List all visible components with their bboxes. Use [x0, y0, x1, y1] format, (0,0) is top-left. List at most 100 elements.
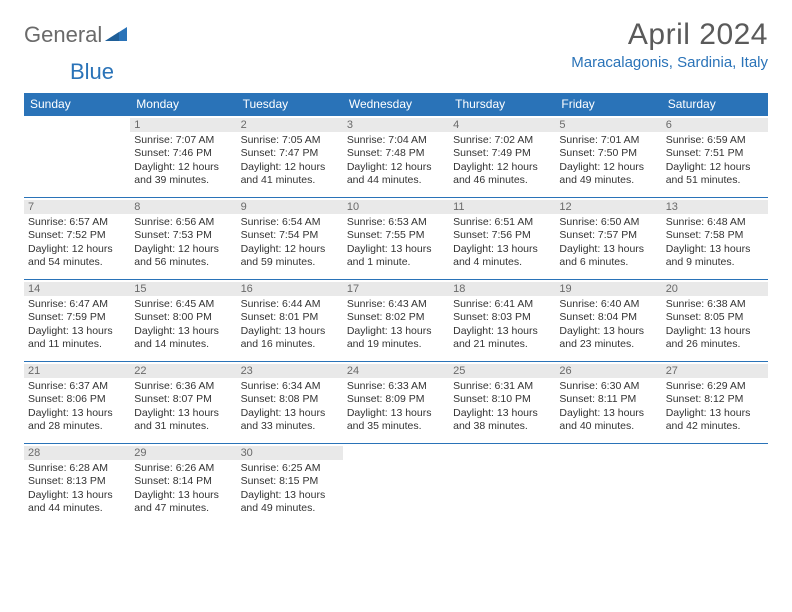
calendar-cell: 14 Sunrise: 6:47 AMSunset: 7:59 PMDayligh…	[24, 280, 130, 362]
day-details: Sunrise: 6:45 AMSunset: 8:00 PMDaylight:…	[134, 298, 232, 352]
calendar-cell: 19Sunrise: 6:40 AMSunset: 8:04 PMDayligh…	[555, 280, 661, 362]
calendar-cell: 20 Sunrise: 6:38 AMSunset: 8:05 PMDayligh…	[662, 280, 768, 362]
calendar-cell: 26Sunrise: 6:30 AMSunset: 8:11 PMDayligh…	[555, 362, 661, 444]
day-number: 2	[237, 118, 343, 132]
brand-logo: General	[24, 18, 129, 48]
day-details: Sunrise: 6:29 AMSunset: 8:12 PMDaylight:…	[666, 380, 764, 434]
day-number: 20	[662, 282, 768, 296]
calendar-cell: 6 Sunrise: 6:59 AMSunset: 7:51 PMDaylight…	[662, 116, 768, 198]
calendar-cell	[343, 444, 449, 526]
day-details: Sunrise: 6:38 AMSunset: 8:05 PMDaylight:…	[666, 298, 764, 352]
calendar-cell: 25Sunrise: 6:31 AMSunset: 8:10 PMDayligh…	[449, 362, 555, 444]
calendar-cell: 7Sunrise: 6:57 AMSunset: 7:52 PMDaylight…	[24, 198, 130, 280]
day-details: Sunrise: 6:41 AMSunset: 8:03 PMDaylight:…	[453, 298, 551, 352]
day-details: Sunrise: 6:25 AMSunset: 8:15 PMDaylight:…	[241, 462, 339, 516]
calendar-table: Sunday Monday Tuesday Wednesday Thursday…	[24, 93, 768, 526]
day-details: Sunrise: 6:36 AMSunset: 8:07 PMDaylight:…	[134, 380, 232, 434]
calendar-row: 1 Sunrise: 7:07 AMSunset: 7:46 PMDaylight…	[24, 116, 768, 198]
day-number: 5	[555, 118, 661, 132]
title-block: April 2024 Maracalagonis, Sardinia, Ital…	[571, 18, 768, 71]
day-details: Sunrise: 6:53 AMSunset: 7:55 PMDaylight:…	[347, 216, 445, 270]
day-number: 22	[130, 364, 236, 378]
weekday-heading: Monday	[130, 93, 236, 116]
day-number: 24	[343, 364, 449, 378]
brand-name-1: General	[24, 22, 102, 48]
calendar-cell: 13Sunrise: 6:48 AMSunset: 7:58 PMDayligh…	[662, 198, 768, 280]
calendar-cell: 24Sunrise: 6:33 AMSunset: 8:09 PMDayligh…	[343, 362, 449, 444]
day-details: Sunrise: 6:28 AMSunset: 8:13 PMDaylight:…	[28, 462, 126, 516]
day-details: Sunrise: 6:31 AMSunset: 8:10 PMDaylight:…	[453, 380, 551, 434]
day-details: Sunrise: 7:02 AMSunset: 7:49 PMDaylight:…	[453, 134, 551, 188]
weekday-heading: Wednesday	[343, 93, 449, 116]
day-details: Sunrise: 7:01 AMSunset: 7:50 PMDaylight:…	[559, 134, 657, 188]
day-number: 17	[343, 282, 449, 296]
day-number: 18	[449, 282, 555, 296]
calendar-cell	[555, 444, 661, 526]
calendar-cell: 21 Sunrise: 6:37 AMSunset: 8:06 PMDayligh…	[24, 362, 130, 444]
day-number: 16	[237, 282, 343, 296]
calendar-body: 1 Sunrise: 7:07 AMSunset: 7:46 PMDaylight…	[24, 116, 768, 526]
calendar-cell: 9 Sunrise: 6:54 AMSunset: 7:54 PMDaylight…	[237, 198, 343, 280]
day-number: 12	[555, 200, 661, 214]
day-details: Sunrise: 6:50 AMSunset: 7:57 PMDaylight:…	[559, 216, 657, 270]
calendar-row: 21 Sunrise: 6:37 AMSunset: 8:06 PMDayligh…	[24, 362, 768, 444]
day-details: Sunrise: 6:56 AMSunset: 7:53 PMDaylight:…	[134, 216, 232, 270]
calendar-cell: 1 Sunrise: 7:07 AMSunset: 7:46 PMDaylight…	[130, 116, 236, 198]
calendar-cell: 22 Sunrise: 6:36 AMSunset: 8:07 PMDayligh…	[130, 362, 236, 444]
calendar-cell: 12 Sunrise: 6:50 AMSunset: 7:57 PMDayligh…	[555, 198, 661, 280]
calendar-cell: 2 Sunrise: 7:05 AMSunset: 7:47 PMDaylight…	[237, 116, 343, 198]
calendar-cell: 15 Sunrise: 6:45 AMSunset: 8:00 PMDayligh…	[130, 280, 236, 362]
calendar-cell: 17 Sunrise: 6:43 AMSunset: 8:02 PMDayligh…	[343, 280, 449, 362]
calendar-cell: 5 Sunrise: 7:01 AMSunset: 7:50 PMDaylight…	[555, 116, 661, 198]
day-number: 8	[130, 200, 236, 214]
day-number: 6	[662, 118, 768, 132]
calendar-cell: 29Sunrise: 6:26 AMSunset: 8:14 PMDayligh…	[130, 444, 236, 526]
calendar-row: 28Sunrise: 6:28 AMSunset: 8:13 PMDayligh…	[24, 444, 768, 526]
calendar-row: 7Sunrise: 6:57 AMSunset: 7:52 PMDaylight…	[24, 198, 768, 280]
weekday-header: Sunday Monday Tuesday Wednesday Thursday…	[24, 93, 768, 116]
calendar-cell: 3Sunrise: 7:04 AMSunset: 7:48 PMDaylight…	[343, 116, 449, 198]
day-number: 11	[449, 200, 555, 214]
day-details: Sunrise: 6:51 AMSunset: 7:56 PMDaylight:…	[453, 216, 551, 270]
weekday-heading: Friday	[555, 93, 661, 116]
day-number: 1	[130, 118, 236, 132]
calendar-cell: 8 Sunrise: 6:56 AMSunset: 7:53 PMDaylight…	[130, 198, 236, 280]
day-details: Sunrise: 7:05 AMSunset: 7:47 PMDaylight:…	[241, 134, 339, 188]
day-details: Sunrise: 6:44 AMSunset: 8:01 PMDaylight:…	[241, 298, 339, 352]
day-number: 9	[237, 200, 343, 214]
day-details: Sunrise: 6:59 AMSunset: 7:51 PMDaylight:…	[666, 134, 764, 188]
day-number: 21	[24, 364, 130, 378]
day-details: Sunrise: 6:48 AMSunset: 7:58 PMDaylight:…	[666, 216, 764, 270]
day-details: Sunrise: 7:07 AMSunset: 7:46 PMDaylight:…	[134, 134, 232, 188]
day-number: 7	[24, 200, 130, 214]
day-number: 3	[343, 118, 449, 132]
brand-name-2: Blue	[70, 59, 114, 85]
day-number: 4	[449, 118, 555, 132]
day-number: 27	[662, 364, 768, 378]
day-number: 29	[130, 446, 236, 460]
calendar-cell: 11 Sunrise: 6:51 AMSunset: 7:56 PMDayligh…	[449, 198, 555, 280]
day-details: Sunrise: 6:34 AMSunset: 8:08 PMDaylight:…	[241, 380, 339, 434]
calendar-cell: 23Sunrise: 6:34 AMSunset: 8:08 PMDayligh…	[237, 362, 343, 444]
weekday-heading: Saturday	[662, 93, 768, 116]
month-title: April 2024	[571, 18, 768, 52]
calendar-cell: 30 Sunrise: 6:25 AMSunset: 8:15 PMDayligh…	[237, 444, 343, 526]
calendar-cell: 18 Sunrise: 6:41 AMSunset: 8:03 PMDayligh…	[449, 280, 555, 362]
day-details: Sunrise: 6:54 AMSunset: 7:54 PMDaylight:…	[241, 216, 339, 270]
calendar-cell	[449, 444, 555, 526]
day-details: Sunrise: 6:43 AMSunset: 8:02 PMDaylight:…	[347, 298, 445, 352]
calendar-cell	[662, 444, 768, 526]
day-number: 30	[237, 446, 343, 460]
day-number: 15	[130, 282, 236, 296]
calendar-cell: 4 Sunrise: 7:02 AMSunset: 7:49 PMDaylight…	[449, 116, 555, 198]
day-number: 10	[343, 200, 449, 214]
calendar-cell: 28Sunrise: 6:28 AMSunset: 8:13 PMDayligh…	[24, 444, 130, 526]
calendar-row: 14 Sunrise: 6:47 AMSunset: 7:59 PMDayligh…	[24, 280, 768, 362]
day-details: Sunrise: 6:47 AMSunset: 7:59 PMDaylight:…	[28, 298, 126, 352]
weekday-heading: Sunday	[24, 93, 130, 116]
weekday-heading: Thursday	[449, 93, 555, 116]
day-details: Sunrise: 6:40 AMSunset: 8:04 PMDaylight:…	[559, 298, 657, 352]
calendar-cell: 16 Sunrise: 6:44 AMSunset: 8:01 PMDayligh…	[237, 280, 343, 362]
day-details: Sunrise: 6:37 AMSunset: 8:06 PMDaylight:…	[28, 380, 126, 434]
day-number: 14	[24, 282, 130, 296]
